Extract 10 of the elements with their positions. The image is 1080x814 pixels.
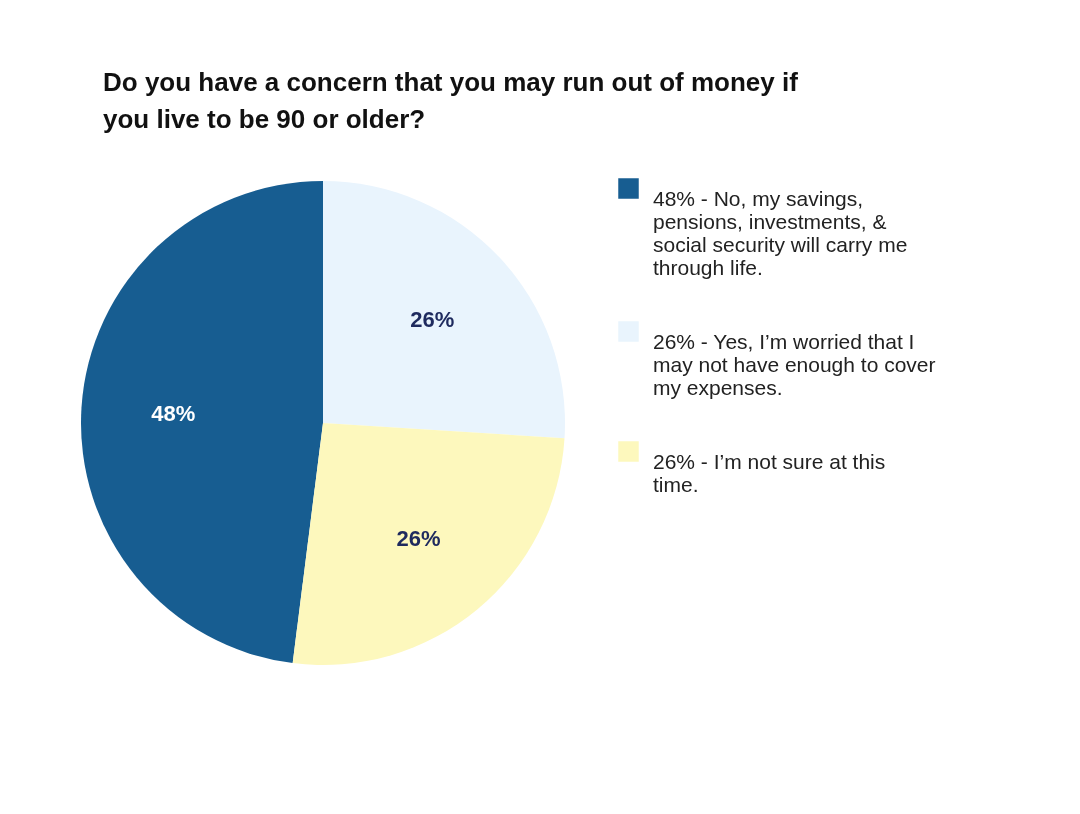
legend-label: 26% - Yes, I’m worried that I may not have enough to cover my expenses. xyxy=(653,329,936,399)
data-label: 26% xyxy=(410,307,455,333)
legend-label: 48% - No, my savings, pensions, investments, & social security will carry me through life. xyxy=(653,186,908,279)
legend-label: 26% - I’m not sure at this time. xyxy=(653,449,886,496)
data-label: 26% xyxy=(396,525,441,551)
chart-title: Do you have a concern that you may run out of money if you live to be 90 or older? xyxy=(103,67,799,134)
pie-slice xyxy=(81,181,323,664)
pie-slice xyxy=(292,423,565,665)
pie-slice xyxy=(323,181,565,439)
data-label: 48% xyxy=(151,400,196,426)
